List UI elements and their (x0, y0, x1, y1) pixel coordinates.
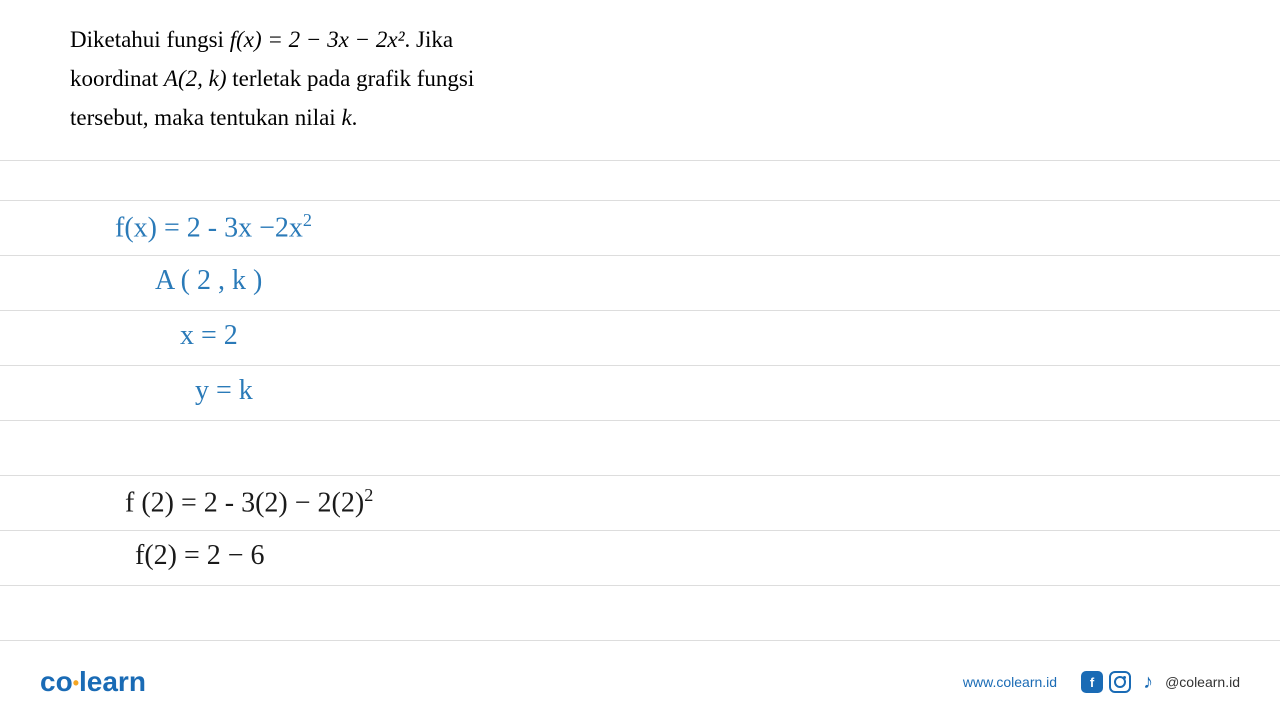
ruled-line (0, 200, 1280, 201)
brand-logo: co•learn (40, 666, 146, 698)
website-url[interactable]: www.colearn.id (963, 674, 1057, 690)
text: Diketahui fungsi (70, 27, 230, 52)
footer: co•learn www.colearn.id f ♪ @colearn.id (0, 662, 1280, 702)
handwritten-line: x = 2 (180, 320, 238, 352)
logo-learn: learn (79, 666, 146, 697)
ruled-line (0, 365, 1280, 366)
handwritten-superscript: 2 (364, 485, 373, 505)
problem-line-2: koordinat A(2, k) terletak pada grafik f… (70, 59, 680, 98)
handwritten-line: A ( 2 , k ) (155, 265, 262, 297)
ruled-line (0, 255, 1280, 256)
ruled-line (0, 475, 1280, 476)
problem-line-1: Diketahui fungsi f(x) = 2 − 3x − 2x². Ji… (70, 20, 680, 59)
ruled-line (0, 585, 1280, 586)
handwritten-line: y = k (195, 375, 253, 407)
math-expression: f(x) = 2 − 3x − 2x² (230, 27, 405, 52)
handwritten-text: A ( 2 , k ) (155, 265, 262, 296)
handwritten-text: f(2) = 2 − 6 (135, 540, 265, 571)
math-var: k (341, 105, 351, 130)
ruled-line (0, 640, 1280, 641)
handwritten-text: f(x) = 2 - 3x −2x (115, 212, 303, 243)
text: terletak pada grafik fungsi (226, 66, 474, 91)
facebook-icon[interactable]: f (1081, 671, 1103, 693)
problem-line-3: tersebut, maka tentukan nilai k. (70, 98, 680, 137)
ruled-line (0, 310, 1280, 311)
logo-co: co (40, 666, 73, 697)
text: koordinat (70, 66, 164, 91)
handwritten-text: f (2) = 2 - 3(2) − 2(2) (125, 487, 364, 518)
problem-statement: Diketahui fungsi f(x) = 2 − 3x − 2x². Ji… (70, 20, 680, 137)
handwritten-text: y = k (195, 375, 253, 406)
ruled-line (0, 160, 1280, 161)
text: tersebut, maka tentukan nilai (70, 105, 341, 130)
social-handle: @colearn.id (1165, 674, 1240, 690)
handwritten-superscript: 2 (303, 210, 312, 230)
handwritten-line: f (2) = 2 - 3(2) − 2(2)2 (125, 485, 373, 519)
instagram-icon[interactable] (1109, 671, 1131, 693)
math-point: A(2, k) (164, 66, 227, 91)
text: . (352, 105, 358, 130)
text: . Jika (405, 27, 454, 52)
handwritten-line: f(2) = 2 − 6 (135, 540, 265, 572)
social-links: f ♪ @colearn.id (1081, 671, 1240, 693)
page: Diketahui fungsi f(x) = 2 − 3x − 2x². Ji… (0, 0, 1280, 720)
handwritten-line: f(x) = 2 - 3x −2x2 (115, 210, 312, 244)
ruled-line (0, 530, 1280, 531)
handwritten-text: x = 2 (180, 320, 238, 351)
tiktok-icon[interactable]: ♪ (1137, 671, 1159, 693)
ruled-line (0, 420, 1280, 421)
footer-right: www.colearn.id f ♪ @colearn.id (963, 671, 1240, 693)
